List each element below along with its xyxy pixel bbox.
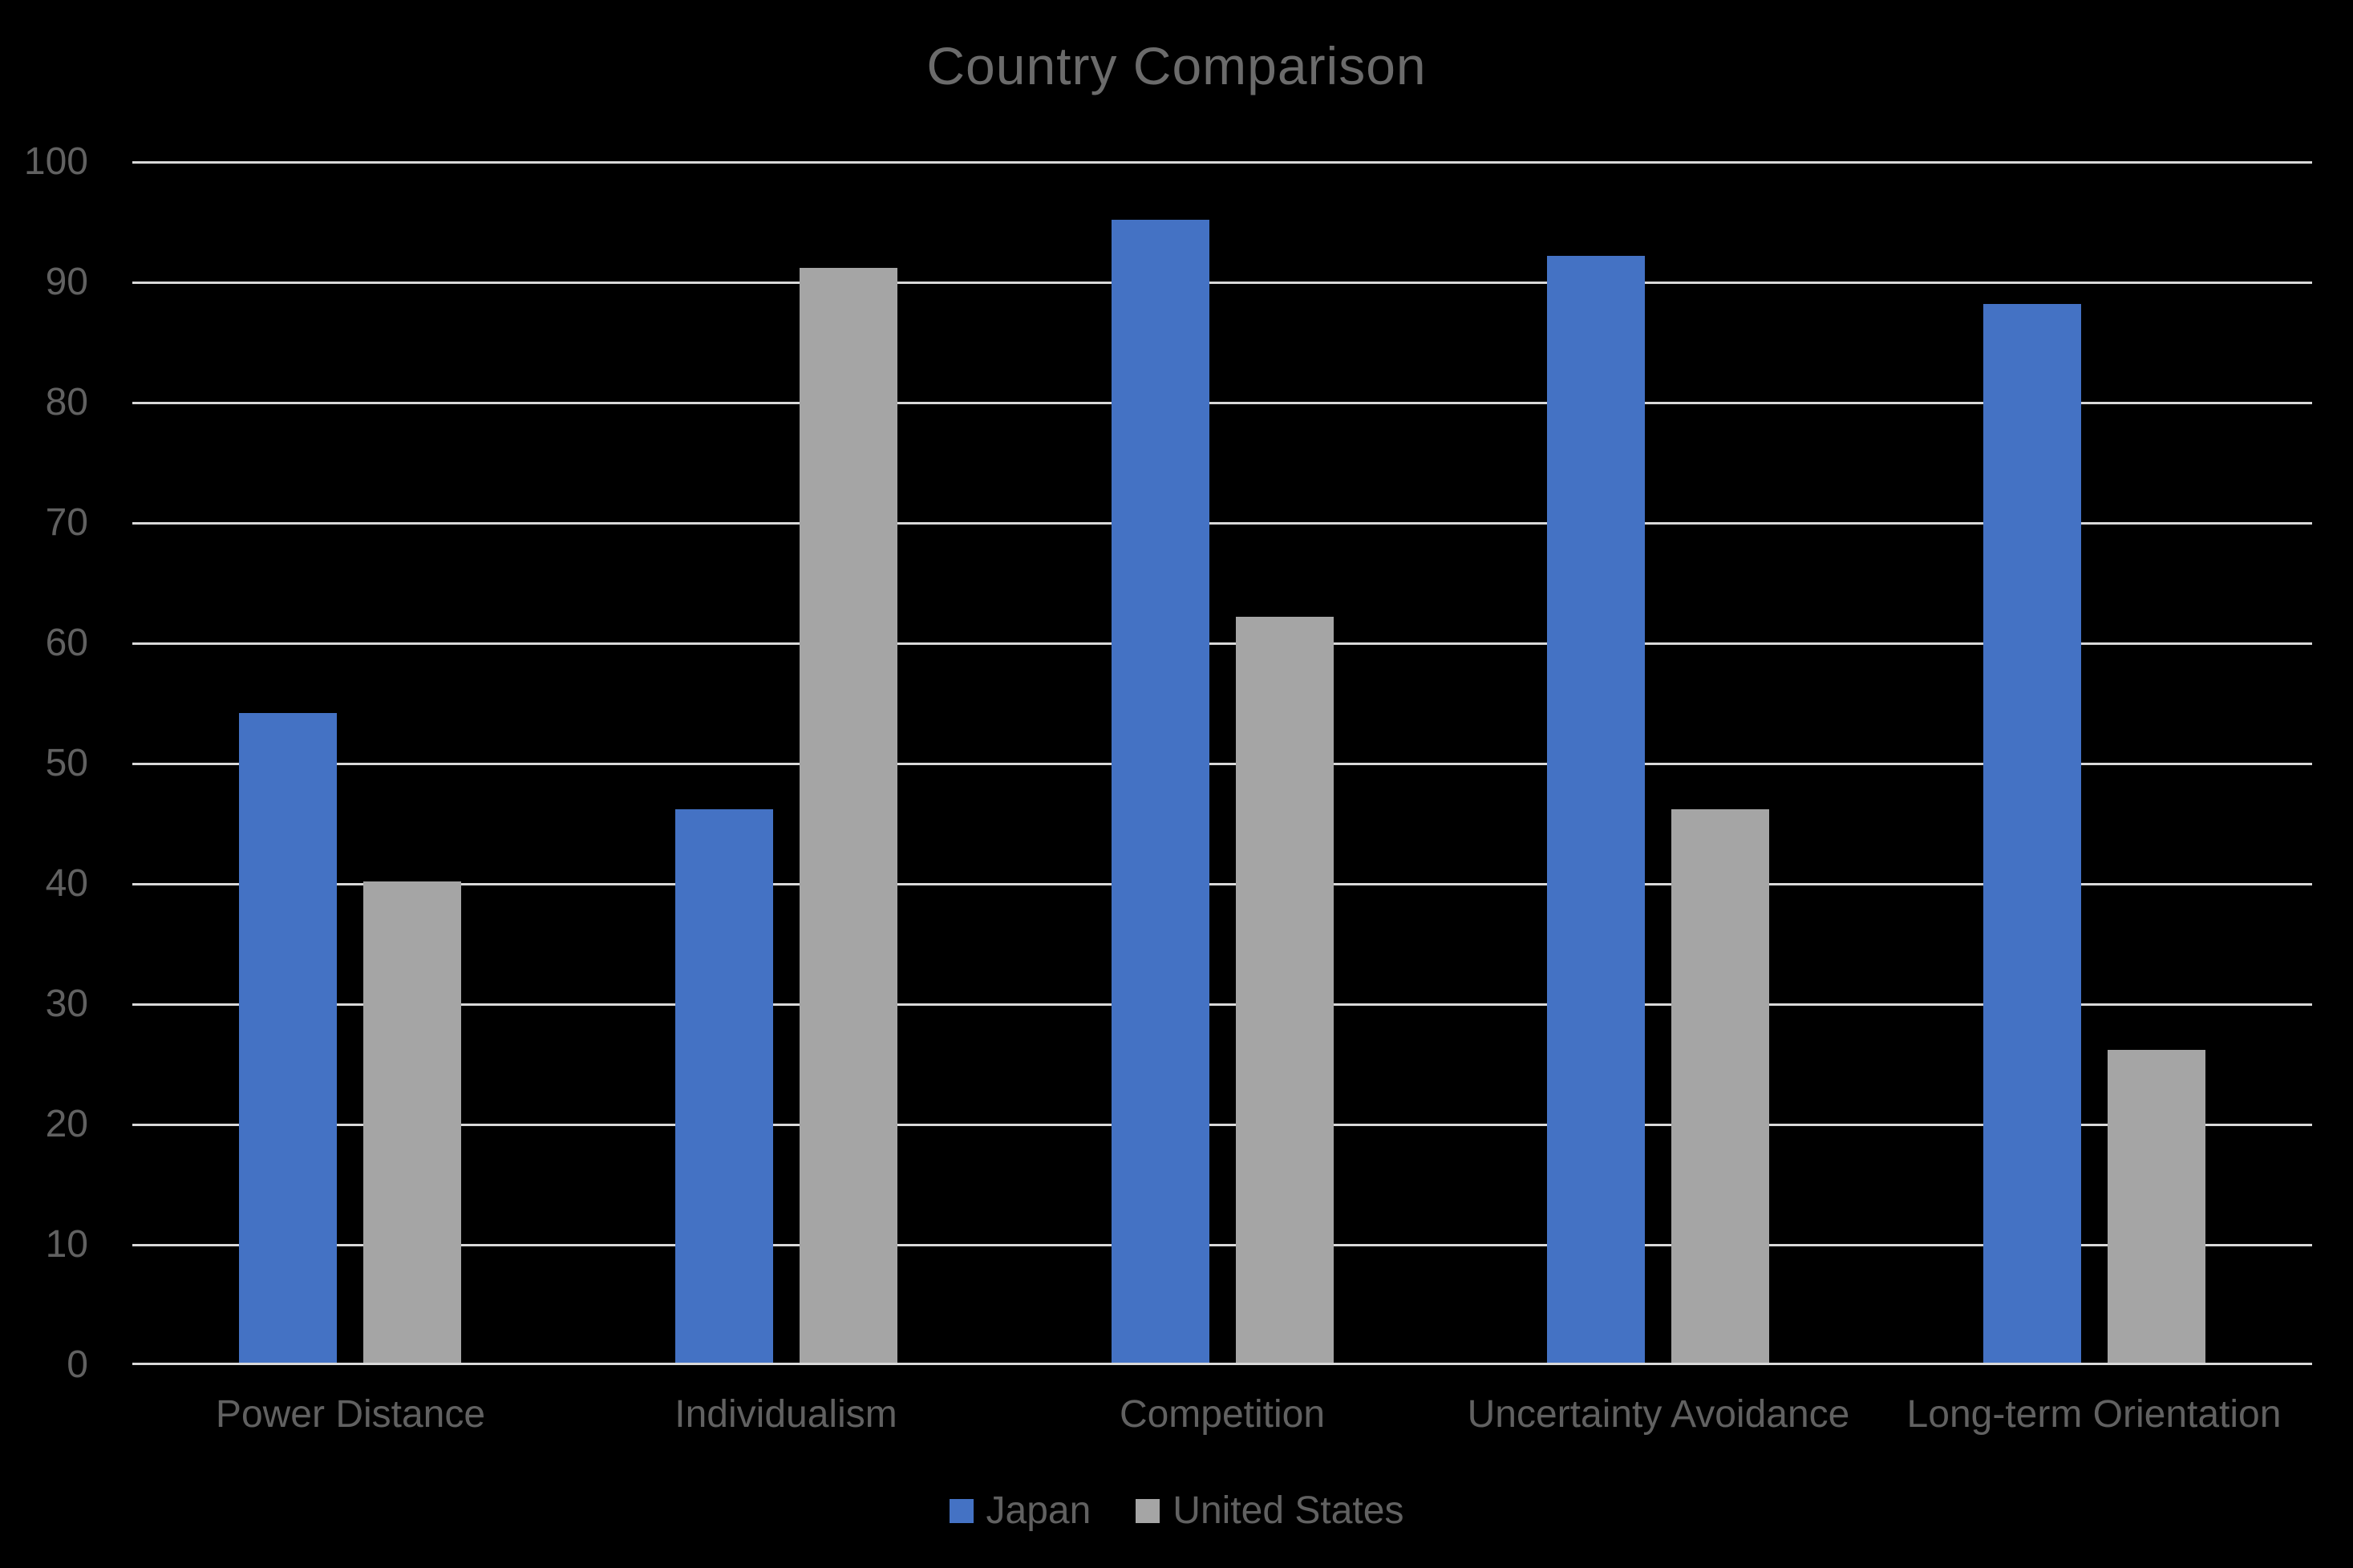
bar-japan-uncertainty-avoidance	[1547, 256, 1645, 1363]
y-tick-label-90: 90	[45, 261, 88, 303]
x-axis-label-uncertainty-avoidance: Uncertainty Avoidance	[1467, 1393, 1850, 1436]
legend-item-japan: Japan	[949, 1489, 1091, 1533]
bar-japan-individualism	[675, 809, 773, 1363]
bar-japan-competition	[1112, 220, 1209, 1363]
legend-item-united-states: United States	[1136, 1489, 1403, 1533]
gridline-90	[132, 282, 2312, 284]
gridline-40	[132, 883, 2312, 885]
x-axis-label-individualism: Individualism	[674, 1393, 897, 1436]
legend-swatch-icon	[1136, 1498, 1160, 1523]
x-axis-label-competition: Competition	[1119, 1393, 1326, 1436]
legend: Japan United States	[0, 1489, 2353, 1533]
y-tick-label-0: 0	[67, 1343, 88, 1386]
y-tick-label-70: 70	[45, 501, 88, 544]
y-tick-label-30: 30	[45, 983, 88, 1025]
y-tick-label-20: 20	[45, 1103, 88, 1145]
gridline-30	[132, 1003, 2312, 1006]
bar-japan-long-term-orientation	[1983, 304, 2081, 1363]
bar-united-states-long-term-orientation	[2108, 1050, 2205, 1363]
bar-japan-power-distance	[239, 713, 337, 1363]
y-axis: 0 10 20 30 40 50 60 70 80 90 100	[0, 143, 88, 1384]
gridline-50	[132, 763, 2312, 765]
gridline-70	[132, 522, 2312, 525]
chart-title: Country Comparison	[926, 36, 1427, 95]
gridline-100	[132, 161, 2312, 164]
bar-united-states-power-distance	[363, 881, 461, 1363]
bar-united-states-individualism	[800, 268, 897, 1363]
bar-united-states-uncertainty-avoidance	[1671, 809, 1769, 1363]
y-tick-label-50: 50	[45, 742, 88, 784]
bar-united-states-competition	[1236, 617, 1334, 1363]
legend-label: Japan	[986, 1489, 1091, 1532]
gridline-60	[132, 642, 2312, 645]
gridline-10	[132, 1244, 2312, 1246]
gridline-20	[132, 1124, 2312, 1126]
gridline-80	[132, 402, 2312, 404]
y-tick-label-100: 100	[23, 140, 88, 183]
x-axis-label-long-term-orientation: Long-term Orientation	[1906, 1393, 2282, 1436]
plot-area	[132, 161, 2312, 1365]
y-tick-label-10: 10	[45, 1223, 88, 1266]
y-tick-label-40: 40	[45, 862, 88, 905]
y-tick-label-80: 80	[45, 381, 88, 423]
x-axis-labels: Power Distance Individualism Competition Un…	[132, 1392, 2312, 1440]
y-tick-label-60: 60	[45, 622, 88, 664]
legend-swatch-icon	[949, 1498, 974, 1523]
x-axis-label-power-distance: Power Distance	[215, 1393, 486, 1436]
legend-label: United States	[1172, 1489, 1404, 1532]
x-axis-line	[132, 1363, 2312, 1365]
